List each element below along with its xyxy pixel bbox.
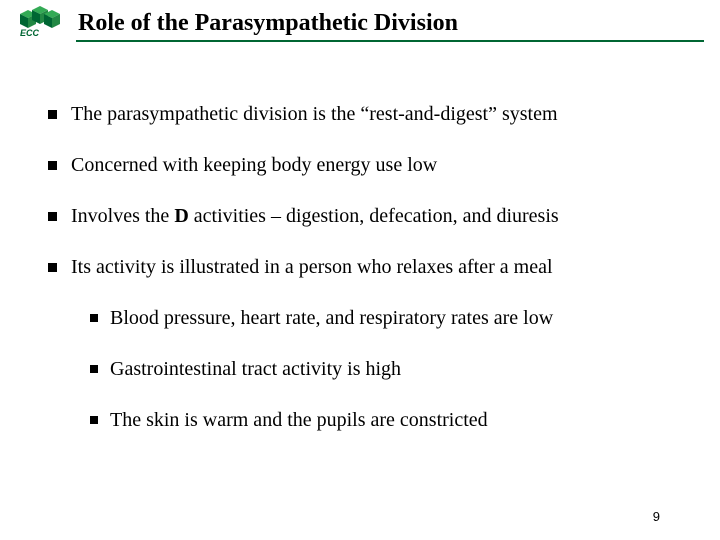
sub-bullet-item: The skin is warm and the pupils are cons…: [90, 408, 690, 433]
bullet-item: The parasympathetic division is the “res…: [48, 102, 690, 127]
bullet-item: Involves the D activities – digestion, d…: [48, 204, 690, 229]
bullet-marker-icon: [48, 212, 57, 221]
sub-bullet-item: Gastrointestinal tract activity is high: [90, 357, 690, 382]
bullet-item: Its activity is illustrated in a person …: [48, 255, 690, 433]
bullet-marker-icon: [48, 161, 57, 170]
sub-bullet-item: Blood pressure, heart rate, and respirat…: [90, 306, 690, 331]
sub-bullet-text: Gastrointestinal tract activity is high: [110, 357, 401, 382]
bullet-list: The parasympathetic division is the “res…: [48, 102, 690, 433]
logo-icon: ECC: [10, 6, 68, 38]
bullet-text: Concerned with keeping body energy use l…: [71, 153, 437, 178]
bullet-text: Involves the D activities – digestion, d…: [71, 204, 559, 229]
sub-bullet-text: Blood pressure, heart rate, and respirat…: [110, 306, 553, 331]
sub-bullet-text: The skin is warm and the pupils are cons…: [110, 408, 488, 433]
bullet-item: Concerned with keeping body energy use l…: [48, 153, 690, 178]
bullet-text: Its activity is illustrated in a person …: [71, 255, 553, 280]
bullet-suffix: activities – digestion, defecation, and …: [189, 205, 559, 227]
bullet-prefix: Involves the: [71, 205, 174, 227]
slide-header: ECC Role of the Parasympathetic Division: [0, 0, 720, 38]
slide-content: The parasympathetic division is the “res…: [0, 42, 720, 433]
sub-bullet-marker-icon: [90, 416, 98, 424]
svg-text:ECC: ECC: [20, 28, 40, 38]
slide-title: Role of the Parasympathetic Division: [78, 8, 458, 37]
page-number: 9: [653, 509, 660, 524]
bullet-marker-icon: [48, 110, 57, 119]
bullet-text: The parasympathetic division is the “res…: [71, 102, 558, 127]
bullet-marker-icon: [48, 263, 57, 272]
bullet-bold: D: [174, 205, 188, 227]
sub-bullet-marker-icon: [90, 314, 98, 322]
sub-bullet-list: Blood pressure, heart rate, and respirat…: [90, 306, 690, 433]
sub-bullet-marker-icon: [90, 365, 98, 373]
